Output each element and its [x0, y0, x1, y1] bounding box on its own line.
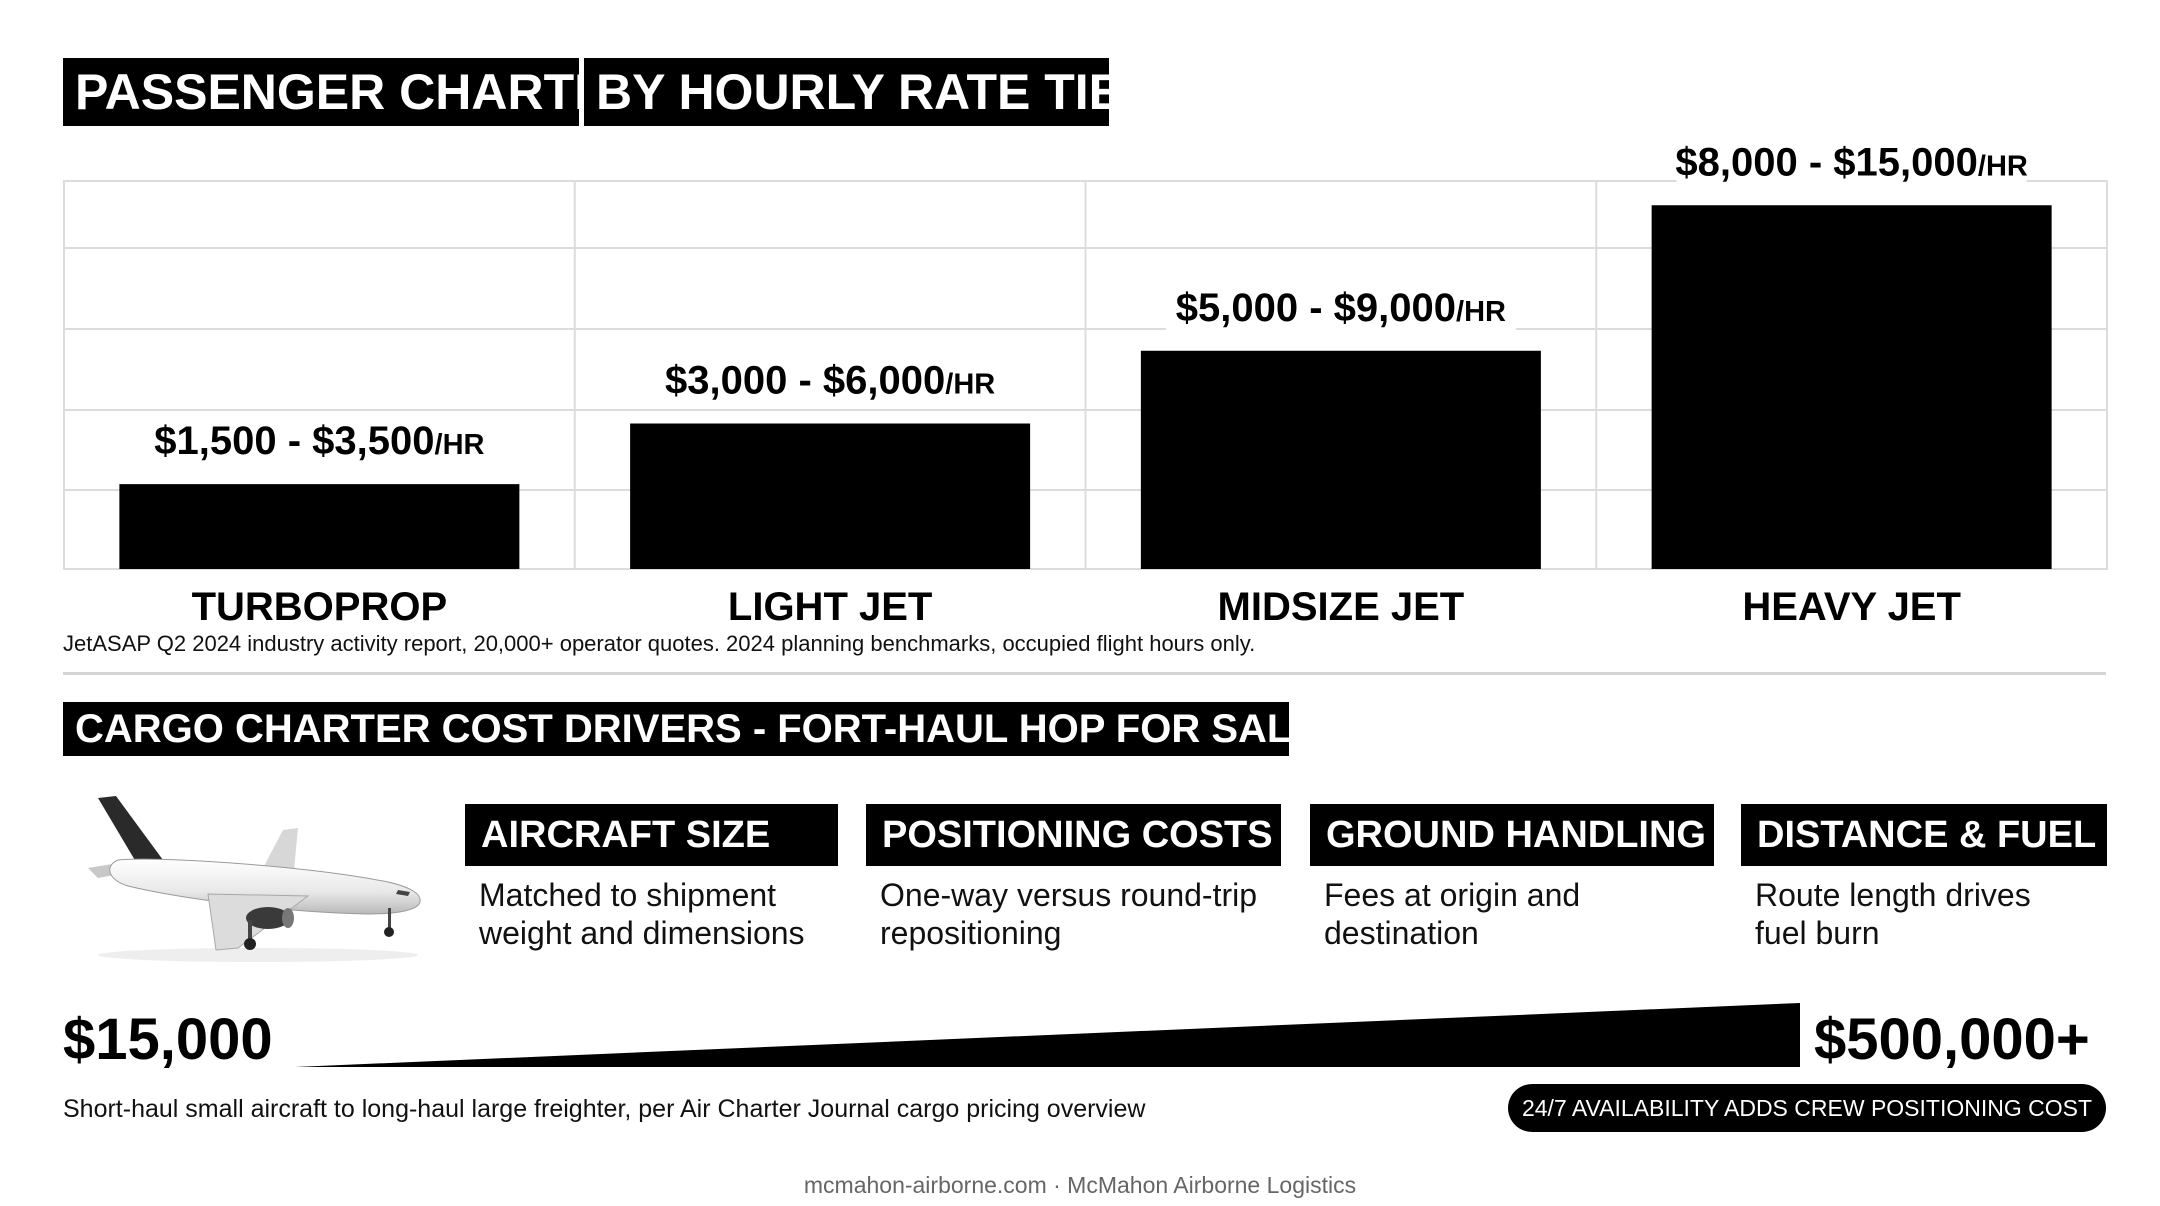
bar-heavy-jet: [1651, 205, 2052, 569]
value-label: $1,500 - $3,500/HR: [154, 419, 484, 463]
value-label-range: $1,500 - $3,500: [154, 419, 434, 463]
bar-light-jet: [630, 423, 1031, 569]
value-label-bg: [1165, 282, 1516, 333]
chart-title-part1: PASSENGER CHARTER: [63, 58, 644, 126]
driver-positioning-costs-description: One-way versus round-trip repositioning: [880, 877, 1258, 951]
driver-distance-fuel-description: Route length drives fuel burn: [1755, 877, 2031, 951]
driver-ground-handling-heading: GROUND HANDLING: [1310, 804, 1714, 866]
value-label-bg: [655, 355, 1006, 406]
value-label: $3,000 - $6,000/HR: [665, 359, 995, 403]
bar-turboprop: [119, 484, 520, 569]
section-divider: [63, 672, 2106, 675]
footer-credit: mcmahon-airborne.com · McMahon Airborne …: [803, 1172, 1357, 1198]
value-label-bg: [144, 416, 495, 467]
value-label: $5,000 - $9,000/HR: [1176, 286, 1506, 330]
chart-bars: [119, 205, 2052, 569]
category-label: LIGHT JET: [728, 585, 932, 629]
source-note: JetASAP Q2 2024 industry activity report…: [63, 631, 1256, 656]
range-caption: Short-haul small aircraft to long-haul l…: [63, 1095, 1146, 1123]
cargo-plane-icon: [88, 796, 421, 962]
value-label: $8,000 - $15,000/HR: [1675, 140, 2027, 184]
bar-midsize-jet: [1140, 350, 1541, 569]
value-label-unit: /HR: [1456, 296, 1506, 328]
value-label-unit: /HR: [435, 429, 485, 461]
value-label-range: $3,000 - $6,000: [665, 359, 945, 403]
section-title: CARGO CHARTER COST DRIVERS - FORT-HAUL H…: [63, 702, 1345, 756]
category-label: HEAVY JET: [1742, 585, 1961, 629]
availability-badge: 24/7 AVAILABILITY ADDS CREW POSITIONING …: [1508, 1084, 2106, 1132]
value-label-range: $8,000 - $15,000: [1675, 140, 1977, 184]
chart-labels: $1,500 - $3,500/HR TURBOPROP $3,000 - $6,0…: [144, 137, 2028, 629]
driver-positioning-costs-heading: POSITIONING COSTS: [866, 804, 1281, 866]
range-max-price: $500,000+: [1814, 1007, 2090, 1072]
category-label: MIDSIZE JET: [1218, 585, 1465, 629]
driver-ground-handling-description: Fees at origin and destination: [1324, 877, 1581, 951]
driver-aircraft-size-heading: AIRCRAFT SIZE: [465, 804, 838, 866]
chart-title-part2: BY HOURLY RATE TIER: [584, 58, 1158, 126]
driver-distance-fuel-heading: DISTANCE & FUEL: [1741, 804, 2107, 866]
bar-chart: $1,500 - $3,500/HR TURBOPROP $3,000 - $6,0…: [63, 137, 2108, 629]
value-label-unit: /HR: [1978, 150, 2028, 182]
value-label-range: $5,000 - $9,000: [1176, 286, 1456, 330]
category-label: TURBOPROP: [192, 585, 448, 629]
value-label-bg: [1676, 137, 2027, 188]
range-min-price: $15,000: [63, 1007, 273, 1072]
value-label-unit: /HR: [945, 369, 995, 401]
driver-aircraft-size-description: Matched to shipment weight and dimension…: [479, 877, 805, 951]
